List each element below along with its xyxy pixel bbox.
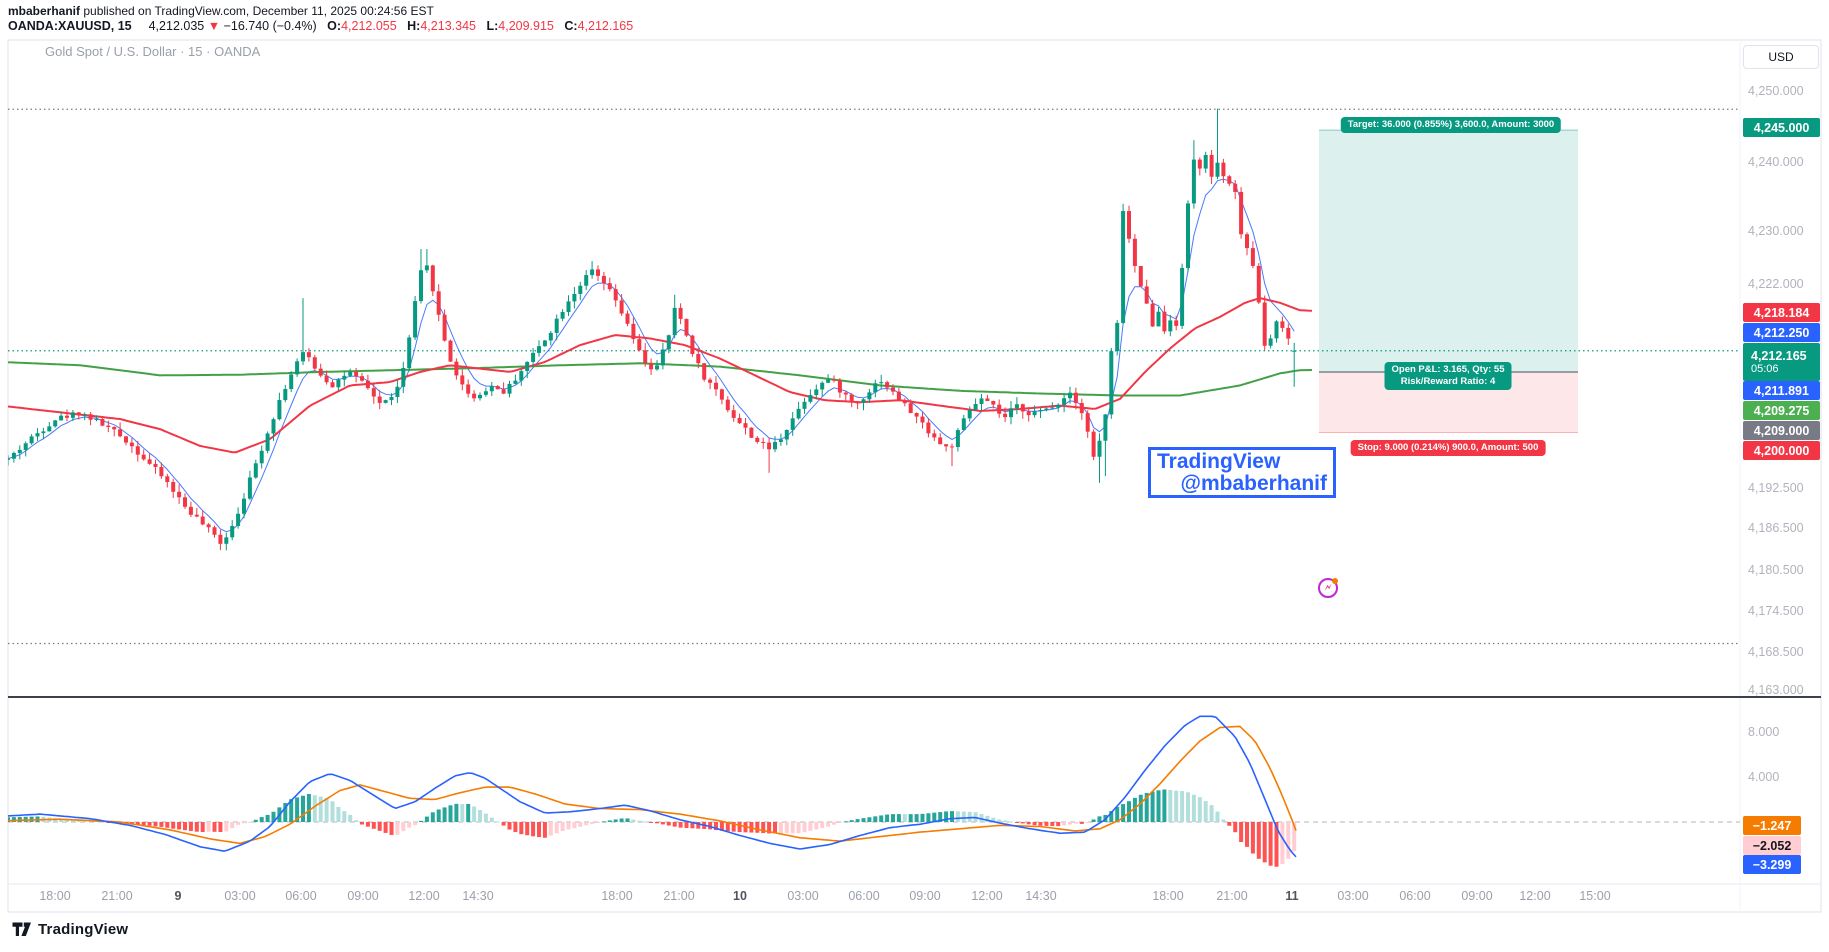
close-label: C: xyxy=(564,19,578,33)
price-axis-label: 8.000 xyxy=(1748,725,1780,739)
macd-value-badge: −1.247 xyxy=(1743,816,1801,835)
price-axis-label: 4,163.000 xyxy=(1748,683,1804,697)
time-axis-label: 18:00 xyxy=(601,889,633,903)
tradingview-logo[interactable]: TradingView xyxy=(12,921,128,938)
price-badge: 4,211.891 xyxy=(1743,381,1820,400)
price-badge: 4,200.000 xyxy=(1743,441,1820,460)
open-value: 4,212.055 xyxy=(341,19,397,33)
price-axis-label: 4,174.500 xyxy=(1748,604,1804,618)
price-axis-label: 4,192.500 xyxy=(1748,481,1804,495)
price-badge: 4,218.184 xyxy=(1743,303,1820,322)
time-axis-label: 15:00 xyxy=(1579,889,1611,903)
tradingview-logo-icon xyxy=(12,922,31,936)
time-axis-label: 03:00 xyxy=(1337,889,1369,903)
time-axis-label: 09:00 xyxy=(347,889,379,903)
risk-reward-line: Risk/Reward Ratio: 4 xyxy=(1400,375,1496,387)
symbol-name: OANDA:XAUUSD, 15 xyxy=(8,19,132,33)
time-axis-label: 06:00 xyxy=(285,889,317,903)
triangle-down-icon: ▼ xyxy=(207,19,221,33)
time-axis-label: 21:00 xyxy=(101,889,133,903)
time-axis-label: 12:00 xyxy=(971,889,1003,903)
publish-text: published on TradingView.com, December 1… xyxy=(80,4,434,18)
close-value: 4,212.165 xyxy=(577,19,634,33)
time-axis-label: 21:00 xyxy=(1216,889,1248,903)
time-axis-label: 18:00 xyxy=(1152,889,1184,903)
time-axis-label: 06:00 xyxy=(1399,889,1431,903)
high-label: H: xyxy=(407,19,421,33)
price-badge: 4,212.250 xyxy=(1743,323,1820,342)
chart-title: Gold Spot / U.S. Dollar · 15 · OANDA xyxy=(45,44,261,59)
time-axis-label: 06:00 xyxy=(848,889,880,903)
time-axis-label: 21:00 xyxy=(663,889,695,903)
watermark-handle: @mbaberhanif xyxy=(1180,472,1328,495)
high-value: 4,213.345 xyxy=(420,19,476,33)
tradingview-wordmark: TradingView xyxy=(38,921,129,938)
flash-icon[interactable]: 🗲 xyxy=(1318,578,1338,598)
notification-dot xyxy=(1332,578,1338,584)
publish-info: mbaberhanif published on TradingView.com… xyxy=(8,4,434,18)
symbol-ohlc-row: OANDA:XAUUSD, 15 4,212.035 ▼ −16.740 (−0… xyxy=(8,19,633,33)
watermark-brand: TradingView xyxy=(1157,450,1281,473)
last-price: 4,212.035 xyxy=(148,19,205,33)
time-axis-label: 12:00 xyxy=(1519,889,1551,903)
position-target-badge[interactable]: Target: 36.000 (0.855%) 3,600.0, Amount:… xyxy=(1340,117,1562,133)
price-axis-label: 4,222.000 xyxy=(1748,277,1804,291)
open-pl-line: Open P&L: 3.165, Qty: 55 xyxy=(1391,364,1505,375)
time-axis-label: 09:00 xyxy=(1461,889,1493,903)
position-open-pl-badge[interactable]: Open P&L: 3.165, Qty: 55 Risk/Reward Rat… xyxy=(1384,362,1512,390)
price-axis-label: 4,240.000 xyxy=(1748,155,1804,169)
price-axis-label: 4.000 xyxy=(1748,770,1780,784)
macd-value-badge: −2.052 xyxy=(1743,836,1801,855)
price-axis-label: 4,230.000 xyxy=(1748,224,1804,238)
position-stop-badge[interactable]: Stop: 9.000 (0.214%) 900.0, Amount: 500 xyxy=(1350,440,1546,456)
price-badge: 4,245.000 xyxy=(1743,118,1820,137)
low-label: L: xyxy=(486,19,499,33)
open-label: O: xyxy=(327,19,342,33)
time-axis-label: 18:00 xyxy=(39,889,71,903)
price-change: −16.740 (−0.4%) xyxy=(223,19,317,33)
price-badge: 4,209.275 xyxy=(1743,401,1820,420)
currency-toggle-button[interactable]: USD xyxy=(1743,45,1819,69)
publisher-watermark: TradingView @mbaberhanif xyxy=(1148,447,1336,498)
time-axis-label: 14:30 xyxy=(462,889,494,903)
time-axis-label: 12:00 xyxy=(408,889,440,903)
price-axis-label: 4,180.500 xyxy=(1748,563,1804,577)
time-axis-label: 03:00 xyxy=(787,889,819,903)
price-axis-label: 4,250.000 xyxy=(1748,84,1804,98)
low-value: 4,209.915 xyxy=(498,19,554,33)
time-axis-day-label: 9 xyxy=(174,889,182,903)
current-price-badge: 4,212.165 05:06 xyxy=(1743,343,1820,381)
price-axis-label: 4,168.500 xyxy=(1748,645,1804,659)
macd-value-badge: −3.299 xyxy=(1743,855,1801,874)
time-axis-label: 14:30 xyxy=(1025,889,1057,903)
price-badge: 4,209.000 xyxy=(1743,421,1820,440)
bar-countdown: 05:06 xyxy=(1751,362,1779,375)
time-axis-label: 09:00 xyxy=(909,889,941,903)
author-name: mbaberhanif xyxy=(8,4,81,18)
price-axis-label: 4,186.500 xyxy=(1748,521,1804,535)
lightning-glyph: 🗲 xyxy=(1324,581,1332,594)
time-axis-label: 03:00 xyxy=(224,889,256,903)
time-axis-day-label: 11 xyxy=(1285,889,1299,903)
time-axis-day-label: 10 xyxy=(733,889,747,903)
